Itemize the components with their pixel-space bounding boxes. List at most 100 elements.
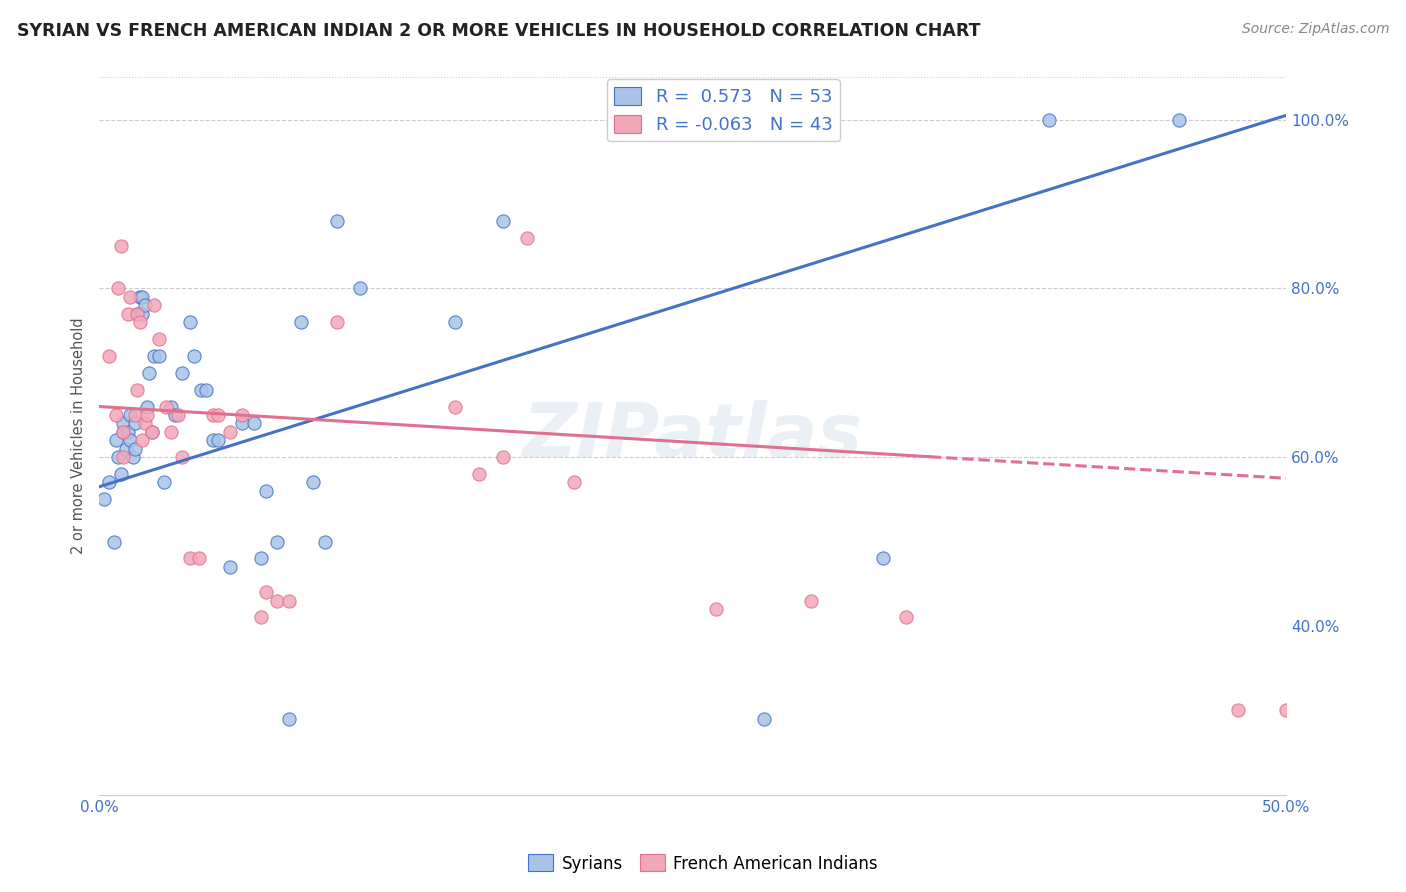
Text: ZIPatlas: ZIPatlas — [523, 400, 863, 473]
Point — [135, 408, 157, 422]
Point — [219, 559, 242, 574]
Point — [121, 450, 143, 465]
Point — [172, 366, 194, 380]
Point — [103, 534, 125, 549]
Point — [112, 425, 135, 439]
Point — [231, 417, 253, 431]
Point — [872, 551, 894, 566]
Point — [112, 425, 135, 439]
Point — [188, 551, 211, 566]
Point — [202, 434, 225, 448]
Point — [706, 602, 728, 616]
Point — [117, 425, 139, 439]
Point — [120, 434, 142, 448]
Point — [202, 408, 225, 422]
Point — [135, 400, 157, 414]
Point — [114, 442, 136, 456]
Point — [127, 307, 149, 321]
Point — [124, 442, 146, 456]
Point — [143, 349, 166, 363]
Point — [326, 214, 349, 228]
Point — [143, 298, 166, 312]
Legend: R =  0.573   N = 53, R = -0.063   N = 43: R = 0.573 N = 53, R = -0.063 N = 43 — [607, 79, 839, 142]
Point — [492, 214, 515, 228]
Point — [492, 450, 515, 465]
Point — [112, 417, 135, 431]
Point — [141, 425, 163, 439]
Point — [326, 315, 349, 329]
Point — [107, 450, 129, 465]
Text: SYRIAN VS FRENCH AMERICAN INDIAN 2 OR MORE VEHICLES IN HOUSEHOLD CORRELATION CHA: SYRIAN VS FRENCH AMERICAN INDIAN 2 OR MO… — [17, 22, 980, 40]
Point — [128, 315, 150, 329]
Point — [152, 475, 174, 490]
Point — [1275, 703, 1298, 717]
Point — [231, 408, 253, 422]
Point — [97, 475, 120, 490]
Point — [131, 307, 153, 321]
Point — [242, 417, 264, 431]
Point — [105, 408, 128, 422]
Point — [254, 483, 277, 498]
Point — [207, 408, 229, 422]
Point — [134, 417, 156, 431]
Point — [148, 332, 170, 346]
Point — [124, 417, 146, 431]
Point — [249, 551, 271, 566]
Point — [349, 281, 371, 295]
Point — [93, 492, 115, 507]
Point — [105, 434, 128, 448]
Point — [97, 349, 120, 363]
Y-axis label: 2 or more Vehicles in Household: 2 or more Vehicles in Household — [72, 318, 86, 555]
Point — [166, 408, 188, 422]
Point — [120, 290, 142, 304]
Point — [127, 307, 149, 321]
Point — [562, 475, 585, 490]
Point — [266, 534, 288, 549]
Point — [290, 315, 312, 329]
Point — [219, 425, 242, 439]
Point — [117, 307, 139, 321]
Point — [183, 349, 205, 363]
Point — [165, 408, 187, 422]
Point — [148, 349, 170, 363]
Point — [278, 712, 301, 726]
Point — [752, 712, 775, 726]
Point — [110, 239, 132, 253]
Point — [107, 281, 129, 295]
Point — [278, 593, 301, 607]
Point — [128, 290, 150, 304]
Point — [468, 467, 491, 481]
Point — [112, 450, 135, 465]
Point — [120, 408, 142, 422]
Point — [207, 434, 229, 448]
Text: Source: ZipAtlas.com: Source: ZipAtlas.com — [1241, 22, 1389, 37]
Legend: Syrians, French American Indians: Syrians, French American Indians — [522, 847, 884, 880]
Point — [800, 593, 823, 607]
Point — [254, 585, 277, 599]
Point — [444, 315, 467, 329]
Point — [127, 383, 149, 397]
Point — [134, 298, 156, 312]
Point — [1227, 703, 1250, 717]
Point — [131, 434, 153, 448]
Point — [249, 610, 271, 624]
Point — [179, 315, 201, 329]
Point — [138, 366, 160, 380]
Point — [172, 450, 194, 465]
Point — [1168, 112, 1191, 127]
Point — [190, 383, 212, 397]
Point — [896, 610, 918, 624]
Point — [155, 400, 177, 414]
Point — [159, 400, 181, 414]
Point — [179, 551, 201, 566]
Point — [1038, 112, 1060, 127]
Point — [141, 425, 163, 439]
Point — [131, 290, 153, 304]
Point — [266, 593, 288, 607]
Point — [444, 400, 467, 414]
Point — [124, 408, 146, 422]
Point — [110, 467, 132, 481]
Point — [195, 383, 218, 397]
Point — [159, 425, 181, 439]
Point — [302, 475, 325, 490]
